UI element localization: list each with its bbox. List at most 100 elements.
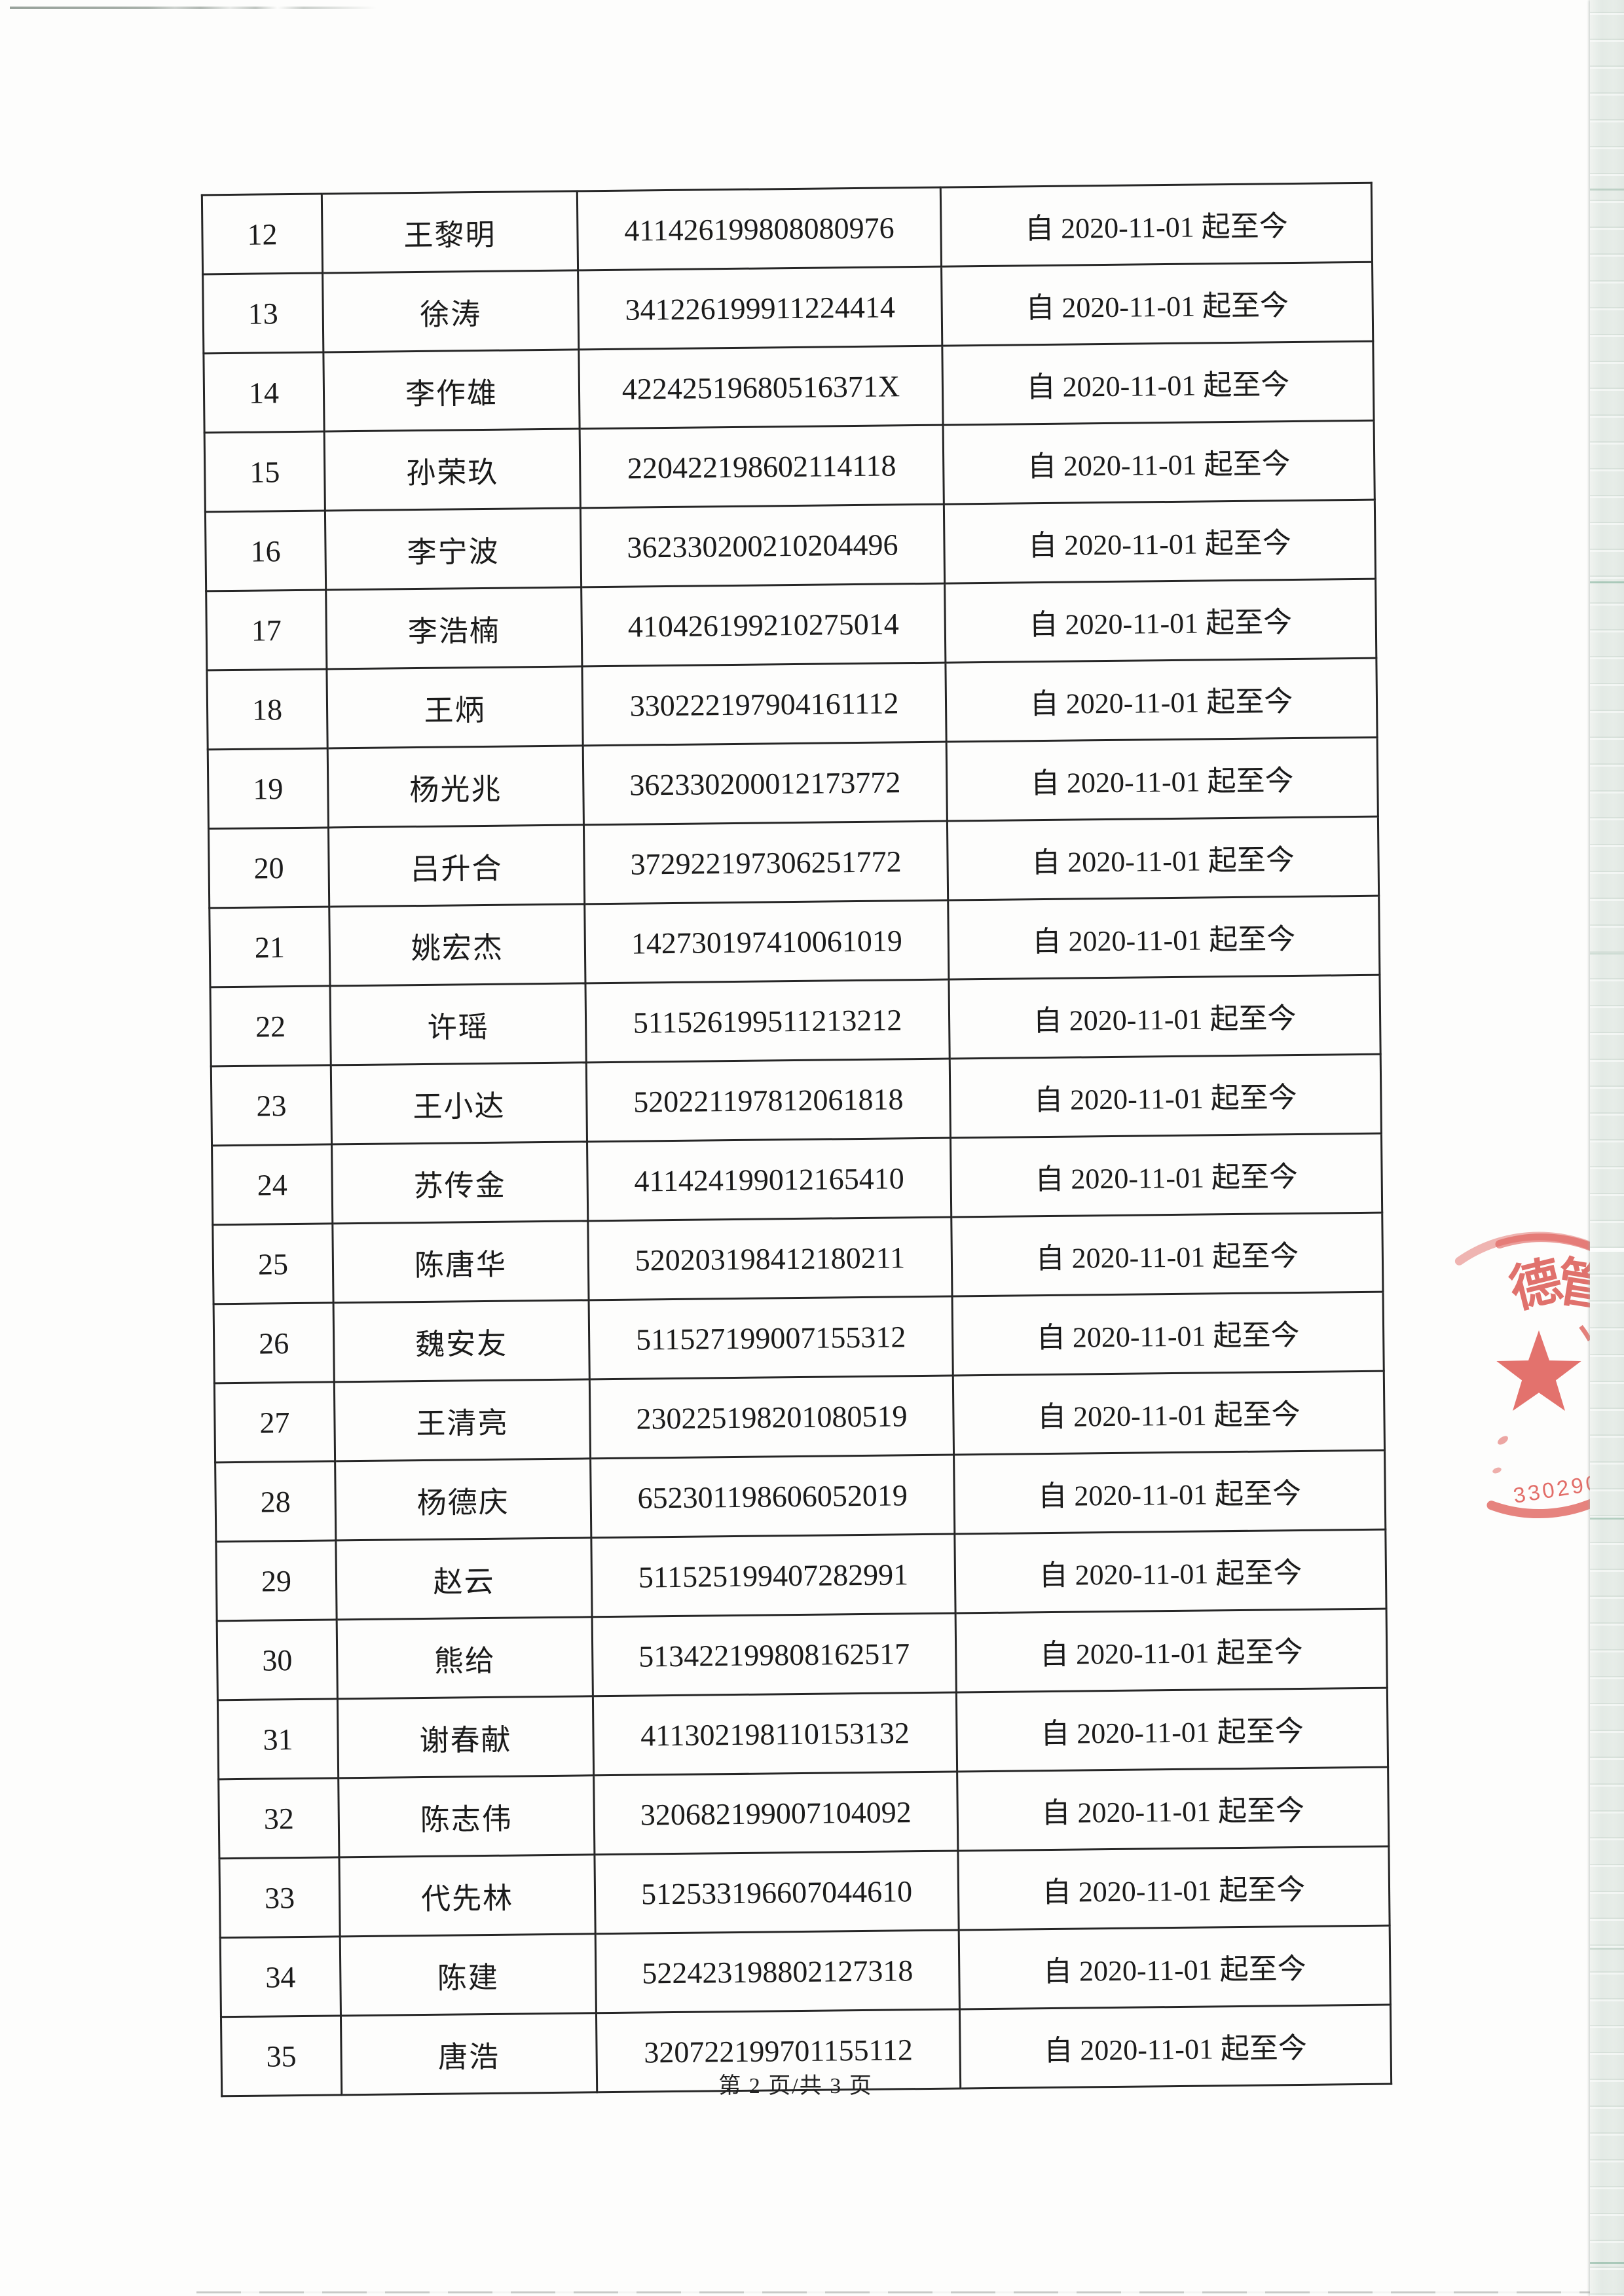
id-number-cell: 220422198602114118	[580, 425, 944, 508]
edge-streak	[1590, 581, 1624, 583]
validity-period-cell: 自 2020-11-01 起至今	[940, 183, 1373, 267]
name-cell: 魏安友	[333, 1300, 590, 1382]
id-number-cell: 520203198412180211	[587, 1217, 953, 1300]
row-number-cell: 30	[217, 1619, 338, 1700]
row-number-cell: 14	[203, 352, 325, 433]
name-cell: 赵云	[335, 1537, 593, 1620]
row-number-cell: 28	[215, 1461, 336, 1542]
table-row: 29 赵云 511525199407282991 自 2020-11-01 起至今	[215, 1529, 1387, 1621]
name-cell: 徐涛	[322, 270, 579, 353]
table-row: 16 李宁波 362330200210204496 自 2020-11-01 起至今	[205, 500, 1376, 591]
name-cell: 苏传金	[331, 1141, 588, 1224]
name-cell: 李作雄	[323, 349, 580, 431]
name-cell: 许瑶	[330, 983, 587, 1065]
validity-period-cell: 自 2020-11-01 起至今	[941, 262, 1373, 346]
name-cell: 王炳	[326, 666, 583, 748]
id-number-cell: 511526199511213212	[585, 979, 950, 1063]
id-number-cell: 411426199808080976	[577, 187, 942, 270]
name-cell: 谢春献	[337, 1696, 594, 1778]
page-footer: 第 2 页/共 3 页	[718, 2074, 873, 2098]
id-number-cell: 372922197306251772	[583, 821, 948, 904]
seal-ink-remnant	[1498, 1436, 1508, 1445]
table-row: 31 谢春献 411302198110153132 自 2020-11-01 起至今	[217, 1688, 1388, 1779]
validity-period-cell: 自 2020-11-01 起至今	[944, 500, 1376, 584]
name-cell: 李浩楠	[325, 587, 582, 669]
table-row: 21 姚宏杰 142730197410061019 自 2020-11-01 起至今	[209, 896, 1380, 987]
row-number-cell: 29	[215, 1540, 337, 1621]
name-cell: 孙荣玖	[324, 428, 581, 511]
roster-table: 12 王黎明 411426199808080976 自 2020-11-01 起至今 1…	[201, 182, 1392, 2098]
seal-ink-remnant	[1492, 1467, 1502, 1474]
id-number-cell: 230225198201080519	[589, 1376, 954, 1459]
row-number-cell: 27	[214, 1381, 335, 1463]
name-cell: 陈唐华	[332, 1220, 589, 1303]
table-row: 18 王炳 330222197904161112 自 2020-11-01 起至今	[206, 658, 1378, 750]
validity-period-cell: 自 2020-11-01 起至今	[951, 1212, 1383, 1297]
id-number-cell: 320682199007104092	[593, 1771, 958, 1855]
table-row: 25 陈唐华 520203198412180211 自 2020-11-01 起至今	[212, 1212, 1383, 1304]
table-row: 14 李作雄 42242519680516371X 自 2020-11-01 起至今	[203, 341, 1375, 433]
edge-streak	[1590, 1518, 1624, 1520]
edge-streak	[1590, 189, 1624, 191]
row-number-cell: 31	[217, 1698, 339, 1779]
id-number-cell: 341226199911224414	[578, 266, 942, 350]
id-number-cell: 362330200210204496	[580, 504, 945, 587]
validity-period-cell: 自 2020-11-01 起至今	[948, 896, 1380, 980]
id-number-cell: 652301198606052019	[590, 1455, 955, 1538]
validity-period-cell: 自 2020-11-01 起至今	[959, 1925, 1391, 2009]
row-number-cell: 15	[204, 431, 325, 512]
edge-streak	[1590, 953, 1624, 955]
edge-streak	[1590, 2262, 1624, 2264]
validity-period-cell: 自 2020-11-01 起至今	[953, 1450, 1386, 1535]
validity-period-cell: 自 2020-11-01 起至今	[950, 1133, 1382, 1218]
name-cell: 杨德庆	[335, 1458, 591, 1540]
name-cell: 李宁波	[325, 507, 581, 590]
table-row: 24 苏传金 411424199012165410 自 2020-11-01 起至今	[212, 1133, 1382, 1225]
name-cell: 吕升合	[328, 824, 585, 907]
name-cell: 王清亮	[334, 1379, 591, 1461]
table-row: 15 孙荣玖 220422198602114118 自 2020-11-01 起至今	[204, 420, 1375, 512]
validity-period-cell: 自 2020-11-01 起至今	[955, 1609, 1388, 1692]
row-number-cell: 13	[202, 273, 323, 354]
validity-period-cell: 自 2020-11-01 起至今	[947, 816, 1379, 901]
id-number-cell: 411302198110153132	[593, 1692, 957, 1776]
table-row: 19 杨光兆 362330200012173772 自 2020-11-01 起至今	[208, 737, 1378, 829]
table-row: 30 熊给 513422199808162517 自 2020-11-01 起至今	[217, 1609, 1388, 1700]
name-cell: 姚宏杰	[329, 903, 585, 986]
row-number-cell: 25	[212, 1223, 334, 1304]
row-number-cell: 18	[206, 668, 328, 750]
seal-partial-char-stroke	[1579, 1324, 1593, 1341]
row-number-cell: 17	[206, 589, 327, 670]
bottom-scan-artifact-line	[196, 2291, 1624, 2293]
validity-period-cell: 自 2020-11-01 起至今	[943, 420, 1375, 505]
row-number-cell: 23	[211, 1065, 332, 1146]
table-row: 34 陈建 522423198802127318 自 2020-11-01 起至今	[220, 1925, 1391, 2017]
name-cell: 陈志伟	[338, 1775, 595, 1857]
roster-table-body: 12 王黎明 411426199808080976 自 2020-11-01 起至今 1…	[202, 183, 1392, 2096]
id-number-cell: 142730197410061019	[584, 900, 949, 983]
row-number-cell: 24	[212, 1144, 333, 1225]
name-cell: 王小达	[331, 1062, 587, 1144]
validity-period-cell: 自 2020-11-01 起至今	[956, 1688, 1388, 1772]
table-row: 23 王小达 520221197812061818 自 2020-11-01 起至今	[211, 1054, 1382, 1146]
validity-period-cell: 自 2020-11-01 起至今	[953, 1371, 1385, 1455]
validity-period-cell: 自 2020-11-01 起至今	[957, 1846, 1390, 1930]
table-row: 12 王黎明 411426199808080976 自 2020-11-01 起至今	[202, 183, 1373, 274]
page-edge-strip	[1590, 0, 1624, 2296]
id-number-cell: 410426199210275014	[581, 583, 946, 666]
validity-period-cell: 自 2020-11-01 起至今	[957, 1767, 1389, 1851]
row-number-cell: 33	[219, 1857, 341, 1938]
id-number-cell: 411424199012165410	[587, 1138, 951, 1221]
edge-streak	[1590, 1248, 1624, 1252]
row-number-cell: 12	[202, 194, 323, 274]
edge-streak	[1590, 1948, 1624, 1950]
id-number-cell: 511527199007155312	[589, 1296, 953, 1379]
row-number-cell: 26	[213, 1302, 335, 1383]
row-number-cell: 21	[209, 906, 331, 987]
table-row: 17 李浩楠 410426199210275014 自 2020-11-01 起至今	[206, 579, 1376, 670]
row-number-cell: 19	[208, 748, 329, 829]
id-number-cell: 511525199407282991	[591, 1534, 956, 1617]
name-cell: 陈建	[340, 1933, 597, 2016]
row-number-cell: 34	[220, 1936, 341, 2017]
